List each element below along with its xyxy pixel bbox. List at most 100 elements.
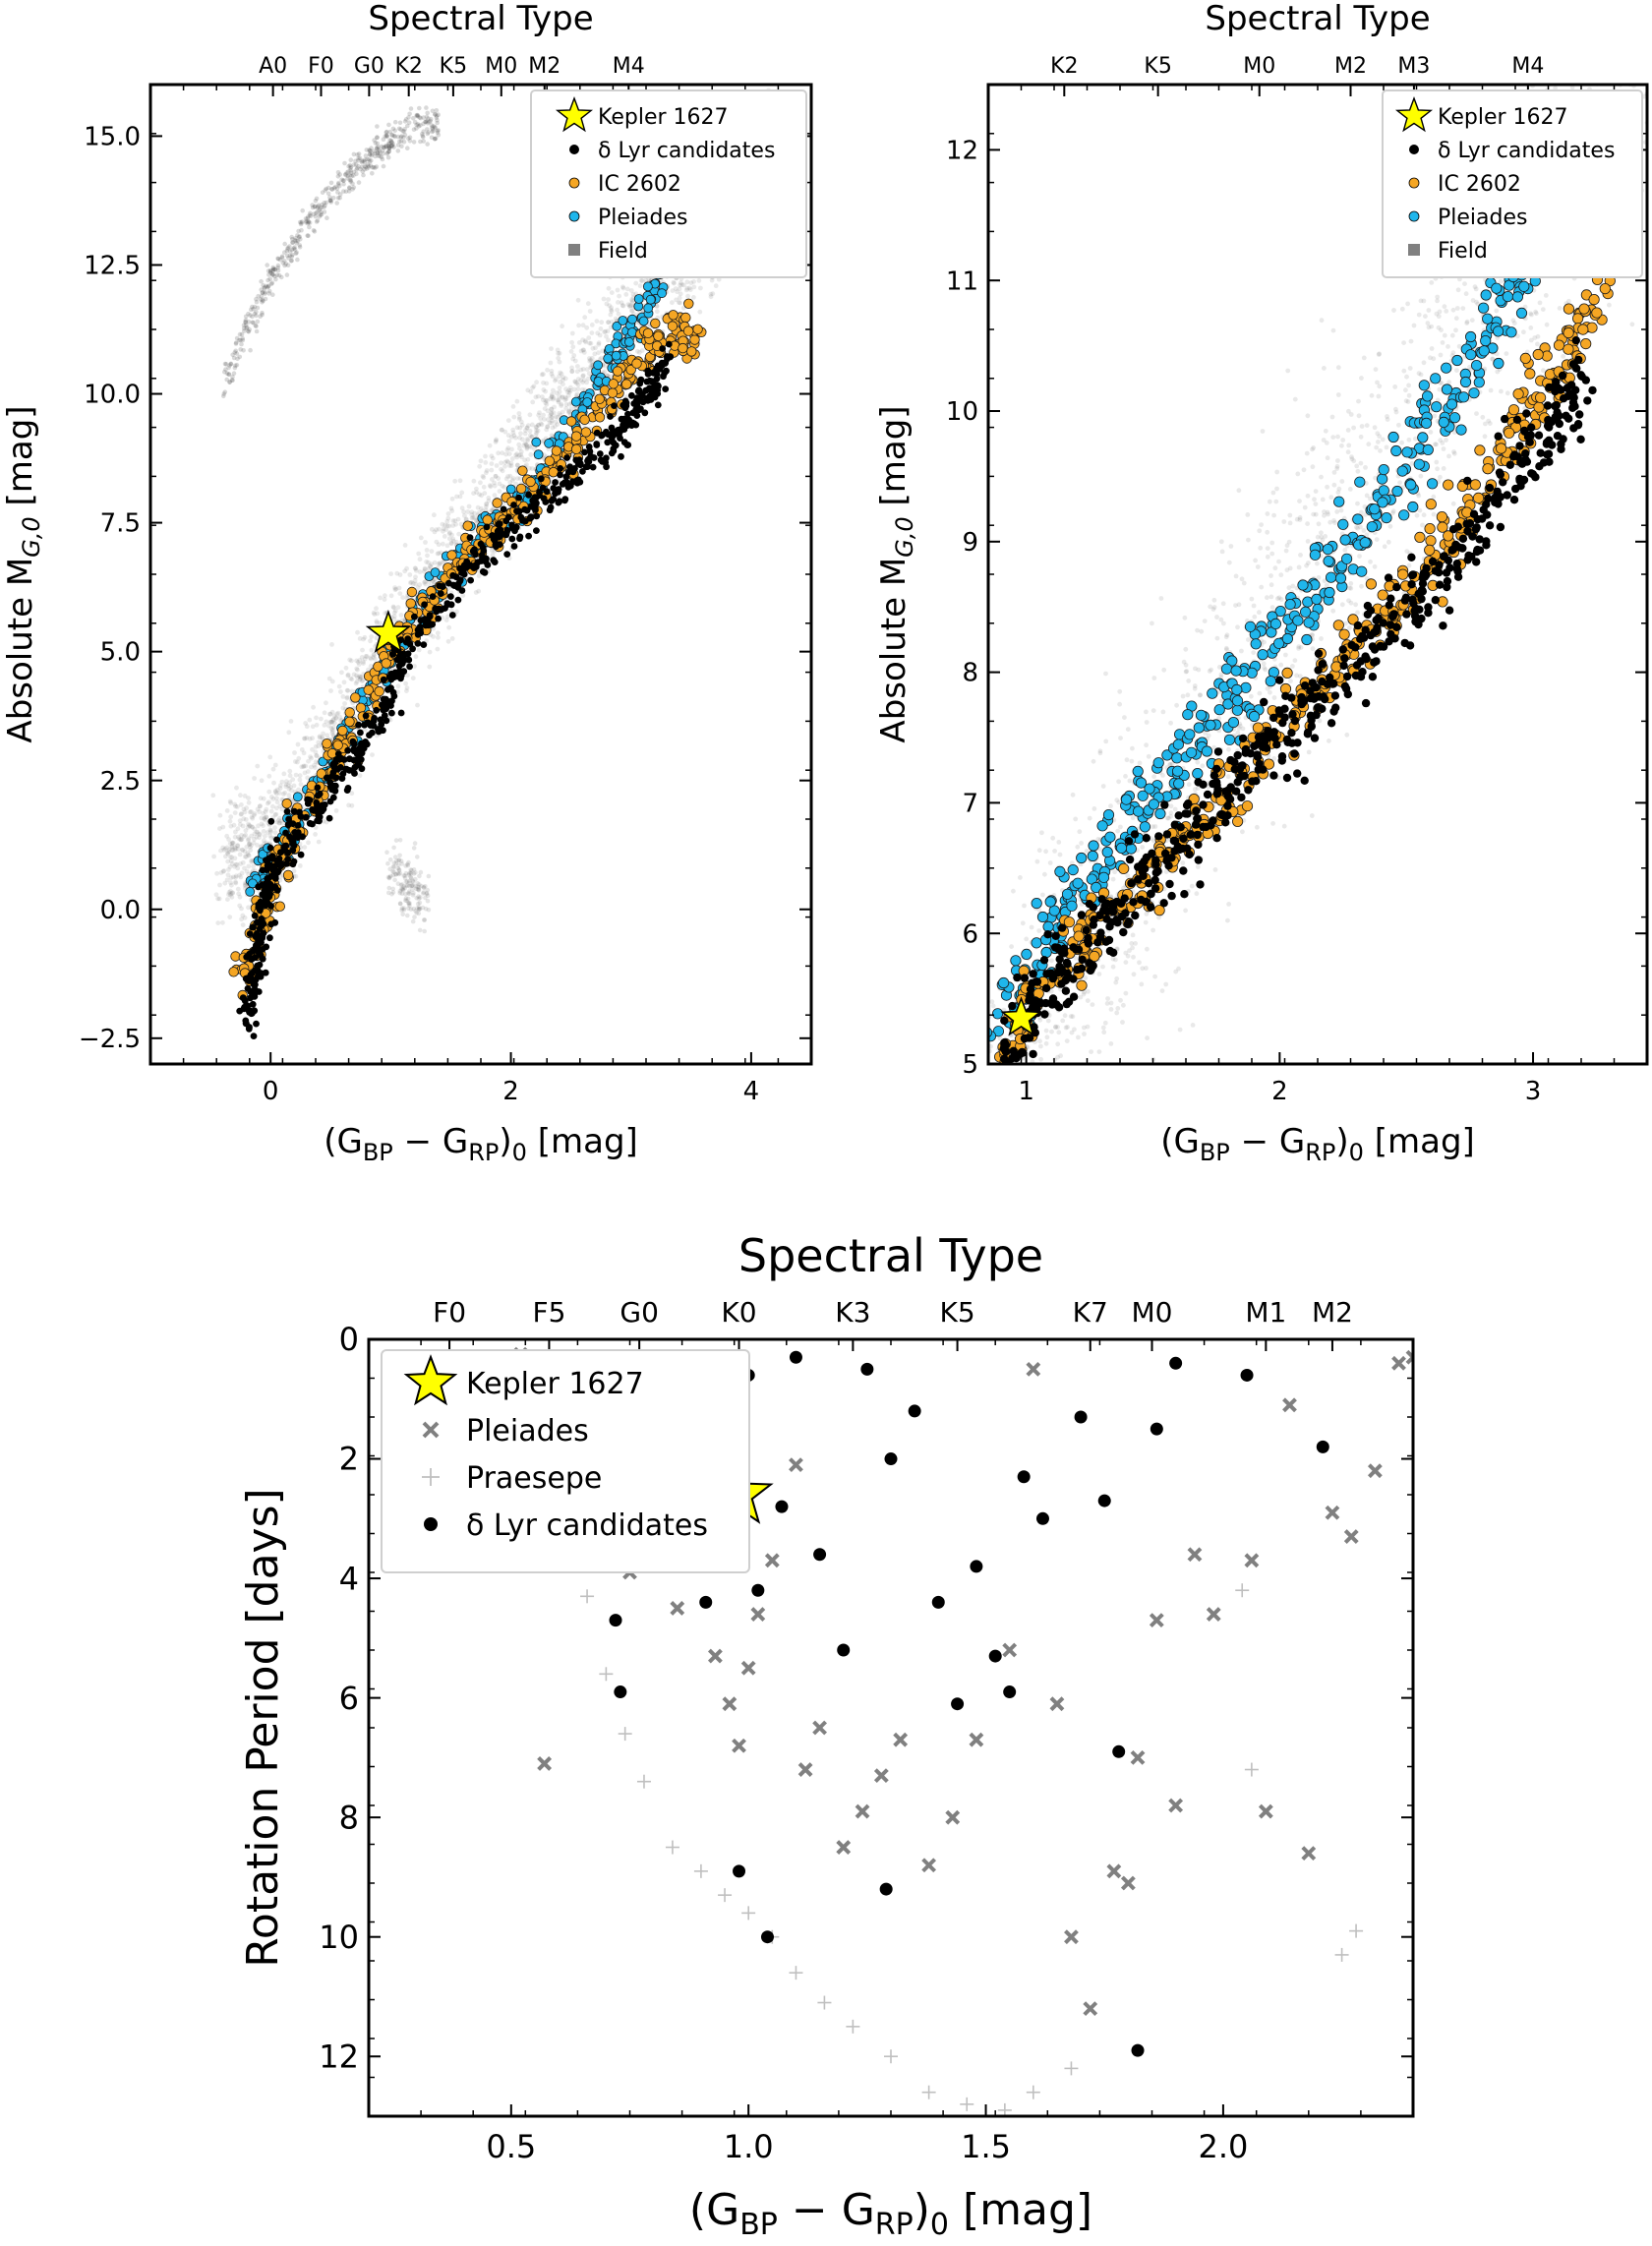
- field-point: [264, 814, 269, 820]
- white-dwarf-point: [299, 220, 304, 225]
- field-point: [224, 833, 230, 839]
- giant-point: [424, 891, 430, 897]
- field-point: [326, 676, 332, 681]
- dlyr-point: [355, 721, 362, 729]
- white-dwarf-point: [275, 263, 281, 268]
- white-dwarf-point: [293, 236, 299, 241]
- field-point: [620, 284, 625, 290]
- white-dwarf-point: [373, 150, 378, 155]
- field-point: [267, 827, 273, 833]
- field-point: [977, 1108, 982, 1113]
- field-point: [686, 285, 692, 291]
- white-dwarf-point: [361, 158, 366, 164]
- dlyr-point: [271, 883, 279, 891]
- field-point: [566, 408, 572, 414]
- field-point: [510, 430, 516, 436]
- field-point: [267, 754, 273, 760]
- field-point: [259, 815, 265, 821]
- field-point: [527, 433, 533, 439]
- white-dwarf-point: [234, 335, 240, 341]
- field-point: [678, 291, 683, 297]
- field-point: [446, 523, 452, 529]
- white-dwarf-point: [354, 171, 359, 177]
- white-dwarf-point: [362, 167, 368, 172]
- field-point: [522, 431, 528, 437]
- field-point: [435, 551, 441, 557]
- field-point: [327, 711, 332, 717]
- field-point: [255, 843, 260, 848]
- field-point: [530, 399, 536, 405]
- white-dwarf-point: [350, 181, 355, 186]
- field-point: [286, 730, 292, 736]
- field-point: [225, 858, 231, 864]
- dlyr-point: [236, 1007, 244, 1015]
- field-point: [552, 404, 557, 410]
- field-point: [445, 511, 451, 516]
- field-point: [228, 875, 234, 881]
- field-point: [248, 844, 253, 850]
- field-point: [541, 412, 546, 418]
- white-dwarf-point: [320, 190, 325, 195]
- field-point: [754, 1532, 759, 1537]
- pleiades-point: [570, 396, 581, 407]
- white-dwarf-point: [372, 148, 377, 153]
- dlyr-point: [294, 822, 302, 829]
- field-point: [924, 1410, 929, 1415]
- dlyr-point: [409, 645, 416, 653]
- field-point: [559, 403, 564, 408]
- ic2602-point: [565, 416, 577, 427]
- field-point: [302, 736, 308, 741]
- white-dwarf-point: [418, 123, 423, 128]
- field-point: [615, 287, 620, 293]
- field-point: [431, 579, 437, 585]
- field-point: [235, 804, 240, 809]
- field-point: [533, 425, 539, 430]
- field-point: [672, 280, 677, 286]
- ic2602-point: [405, 598, 416, 609]
- field-point: [434, 539, 440, 545]
- field-point: [332, 720, 337, 726]
- white-dwarf-point: [237, 354, 243, 360]
- field-point: [607, 303, 613, 309]
- field-point: [246, 836, 252, 842]
- field-point: [504, 458, 509, 464]
- white-dwarf-point: [348, 179, 353, 184]
- field-point: [354, 658, 359, 664]
- field-point: [606, 297, 611, 302]
- white-dwarf-point: [370, 171, 375, 176]
- field-point: [540, 439, 546, 444]
- field-point: [297, 773, 303, 779]
- field-point: [293, 772, 299, 778]
- ic2602-point: [492, 498, 502, 508]
- white-dwarf-point: [385, 154, 391, 160]
- white-dwarf-point: [231, 371, 237, 377]
- field-point: [301, 764, 306, 770]
- field-point: [252, 776, 257, 781]
- field-point: [371, 652, 377, 658]
- field-point: [499, 427, 504, 433]
- field-point: [1626, 13, 1631, 18]
- field-point: [215, 896, 221, 902]
- white-dwarf-point: [233, 348, 238, 354]
- field-point: [586, 356, 592, 361]
- giant-point: [398, 901, 403, 907]
- white-dwarf-point: [290, 237, 295, 242]
- field-point: [1585, 73, 1590, 78]
- field-point: [549, 433, 555, 439]
- ic2602-point: [692, 324, 703, 335]
- field-point: [545, 408, 551, 414]
- field-point: [487, 483, 493, 489]
- field-point: [444, 523, 450, 529]
- field-point: [241, 834, 247, 839]
- field-point: [450, 538, 456, 544]
- dlyr-point: [483, 523, 491, 531]
- field-point: [417, 557, 423, 562]
- white-dwarf-point: [369, 158, 374, 163]
- dlyr-point: [567, 467, 575, 474]
- field-point: [307, 736, 313, 741]
- white-dwarf-point: [367, 152, 373, 157]
- field-point: [580, 380, 585, 385]
- field-point: [580, 337, 585, 343]
- field-point: [228, 855, 233, 859]
- white-dwarf-point: [304, 218, 309, 224]
